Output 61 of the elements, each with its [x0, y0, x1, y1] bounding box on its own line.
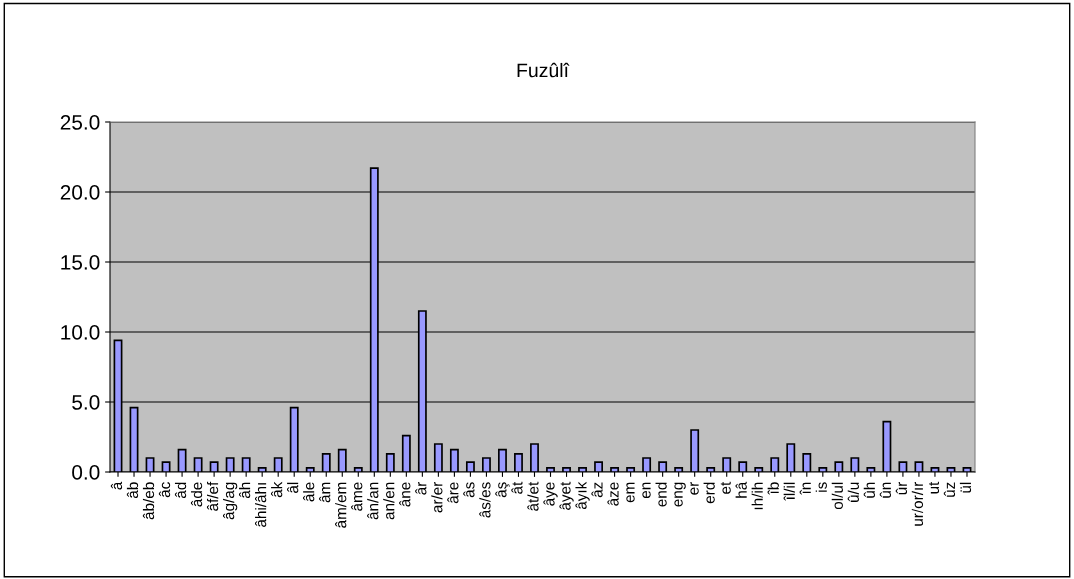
x-tick-label: âye — [543, 482, 558, 506]
x-tick-label: em — [626, 482, 635, 503]
x-tick-label: âyet — [559, 481, 574, 510]
y-tick-label: 10.0 — [61, 325, 100, 340]
x-tick-label: ûh — [863, 482, 875, 498]
x-tick-label: âg/ag — [222, 482, 238, 520]
y-tick-label: 5.0 — [72, 395, 100, 410]
x-tick-label: ar/er — [431, 481, 443, 513]
x-tick-label: âk — [271, 481, 283, 498]
x-tick-label: âde — [190, 482, 203, 507]
x-tick-label: ûr — [895, 481, 908, 495]
x-tick-label: û/u — [847, 482, 859, 502]
x-tick-label: âm/em — [335, 482, 347, 528]
x-tick-label: â — [110, 481, 123, 490]
y-tick-label: 25.0 — [60, 115, 100, 130]
x-tick-label: îl/il — [783, 482, 795, 501]
x-tick-label: în — [799, 482, 811, 495]
x-tick-label: âle — [303, 482, 315, 502]
x-tick-label: âre — [447, 482, 459, 504]
x-tick-label: âb/eb — [142, 482, 155, 520]
x-tick-label: âb — [126, 482, 139, 499]
y-tick-label: 20.0 — [60, 185, 100, 200]
x-tick-label: ân/an — [367, 482, 379, 520]
x-tick-label: er — [690, 481, 699, 495]
x-tick-label: âs — [463, 482, 475, 498]
x-tick-label: hâ — [735, 481, 747, 498]
x-tick-label: âr — [415, 481, 427, 495]
y-tick-label: 15.0 — [61, 255, 100, 270]
x-tick-label: îb — [767, 482, 779, 495]
x-tick-label: ât/et — [527, 481, 539, 511]
x-tick-label: et — [720, 481, 731, 494]
x-tick-label: âl — [287, 482, 299, 493]
x-tick-label: ıh/ih — [751, 482, 763, 510]
y-tick-label: 0.0 — [72, 465, 100, 480]
x-tick-label: âf/ef — [206, 481, 219, 511]
x-tick-label: âne — [399, 482, 411, 507]
x-tick-label: an/en — [383, 482, 395, 520]
x-tick-label: ol/ul — [831, 482, 843, 510]
x-tick-label: ûz — [943, 482, 956, 497]
x-tick-label: ül — [959, 482, 972, 493]
x-tick-label: erd — [703, 482, 715, 504]
x-tick-label: âm — [319, 482, 331, 503]
x-tick-label: âh — [238, 482, 251, 499]
x-tick-label: âhi/âhı — [255, 483, 267, 527]
x-tick-label: is — [815, 482, 827, 492]
x-tick-label: ur/or/ır — [911, 481, 924, 526]
x-tick-label: end — [655, 482, 667, 507]
x-tick-label: âs/es — [479, 482, 491, 518]
x-tick-label: âd — [174, 482, 187, 499]
x-tick-label: ât — [511, 481, 523, 494]
chart-title: Fuzûlî — [517, 62, 570, 78]
x-tick-label: âc — [158, 482, 171, 498]
x-tick-label: ûn — [879, 482, 891, 498]
x-tick-label: âz — [591, 482, 603, 498]
x-tick-label: âze — [607, 482, 619, 506]
x-tick-label: en — [642, 482, 651, 499]
x-tick-label: eng — [674, 482, 686, 507]
x-tick-label: âş — [495, 482, 510, 498]
x-tick-label: âme — [351, 482, 363, 511]
x-tick-label: ut — [929, 481, 940, 494]
x-tick-label: âyık — [575, 481, 590, 510]
